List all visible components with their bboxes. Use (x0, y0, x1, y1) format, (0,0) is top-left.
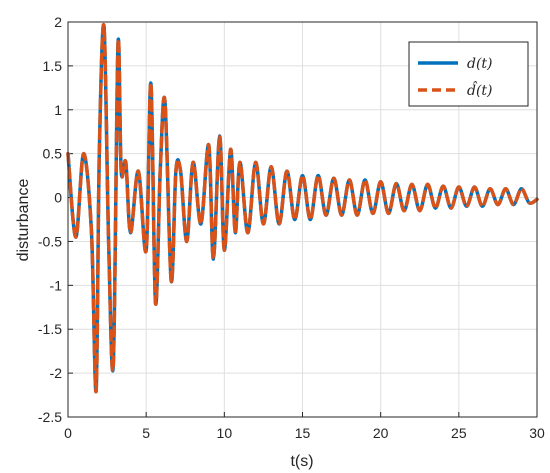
y-tick-label: 2 (54, 14, 62, 30)
x-tick-label: 30 (529, 425, 545, 441)
x-tick-label: 15 (295, 425, 311, 441)
legend-label-d: d(t) (467, 56, 493, 72)
legend-label-d-hat: d̂(t) (467, 80, 493, 99)
x-tick-label: 20 (373, 425, 389, 441)
y-tick-label: -0.5 (38, 233, 62, 249)
x-axis-label: t(s) (290, 453, 313, 470)
y-tick-labels: 2 1.5 1 0.5 0 -0.5 -1 -1.5 -2 -2.5 (38, 14, 62, 425)
x-tick-label: 10 (217, 425, 233, 441)
y-tick-label: -2.5 (38, 409, 62, 425)
y-tick-label: 0 (54, 190, 62, 206)
legend-box (408, 41, 529, 107)
x-tick-label: 0 (64, 425, 72, 441)
y-tick-label: -1 (50, 277, 63, 293)
legend: d(t) d̂(t) (408, 41, 529, 107)
y-tick-label: 1 (54, 102, 62, 118)
x-tick-label: 5 (142, 425, 150, 441)
y-tick-label: 1.5 (43, 58, 63, 74)
y-tick-label: 0.5 (43, 146, 63, 162)
series-layer (66, 22, 539, 394)
x-tick-label: 25 (451, 425, 467, 441)
plot-frame (67, 21, 538, 418)
x-tick-labels: 0 5 10 15 20 25 30 (64, 425, 545, 441)
y-tick-label: -1.5 (38, 321, 62, 337)
series-d-hat-line (66, 22, 539, 394)
y-tick-label: -2 (50, 365, 63, 381)
y-axis-label: disturbance (15, 179, 32, 262)
